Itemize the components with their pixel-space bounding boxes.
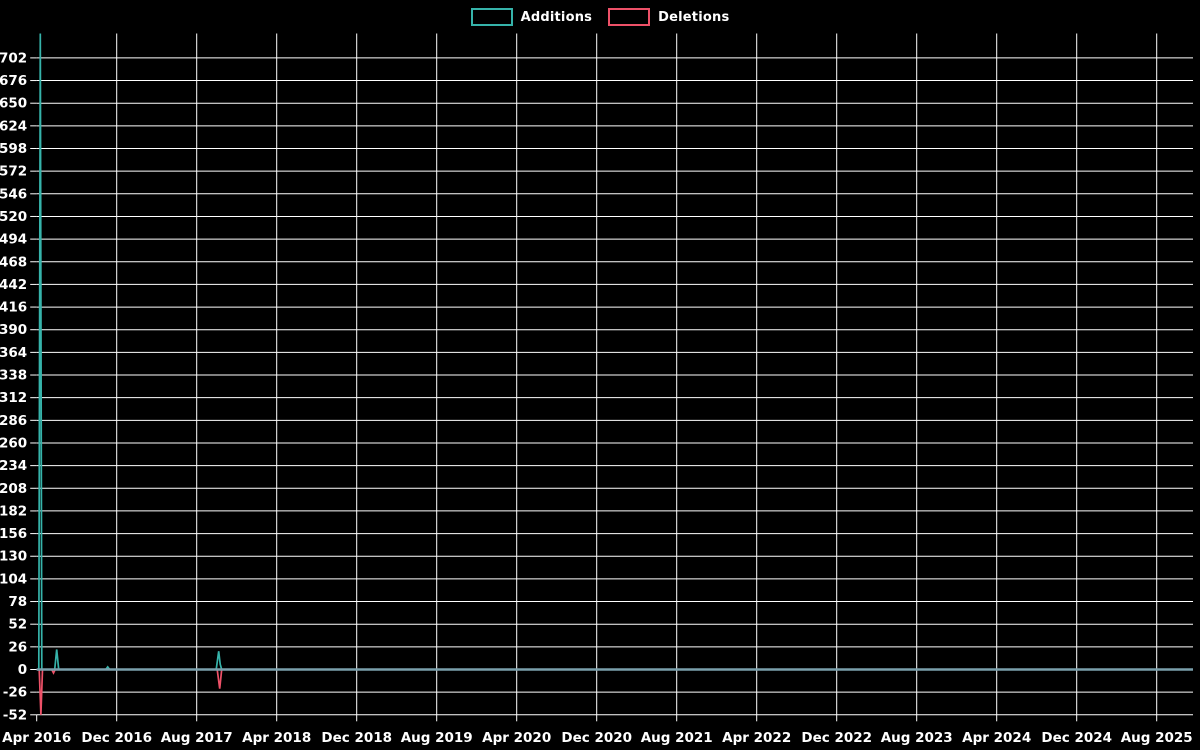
x-tick-label: Dec 2020 — [561, 730, 632, 746]
y-tick-label: 338 — [0, 368, 27, 384]
gridlines — [36, 33, 1193, 716]
x-tick-label: Dec 2016 — [81, 730, 152, 746]
x-tick-label: Apr 2024 — [962, 730, 1031, 746]
y-tick-label: 78 — [8, 594, 27, 610]
x-tick-label: Dec 2018 — [321, 730, 392, 746]
y-tick-label: 624 — [0, 118, 27, 134]
y-tick-label: 364 — [0, 345, 27, 361]
x-tick-label: Apr 2020 — [482, 730, 551, 746]
y-tick-label: 702 — [0, 50, 27, 66]
y-tick-label: 260 — [0, 435, 27, 451]
y-tick-label: 104 — [0, 571, 27, 587]
legend-item-deletions[interactable]: Deletions — [608, 8, 729, 26]
series-line-deletions — [36, 668, 1193, 715]
x-tick-label: Apr 2018 — [242, 730, 311, 746]
y-tick-label: 494 — [0, 232, 27, 248]
y-tick-label: -52 — [3, 707, 27, 723]
series-line-additions — [36, 33, 1193, 671]
y-tick-label: 312 — [0, 390, 27, 406]
data-series — [36, 33, 1193, 715]
x-tick-label: Aug 2019 — [401, 730, 473, 746]
y-tick-label: 650 — [0, 96, 27, 112]
deletions-swatch-icon — [608, 8, 651, 26]
y-tick-label: 546 — [0, 186, 27, 202]
x-tick-label: Dec 2024 — [1041, 730, 1112, 746]
x-tick-label: Aug 2023 — [881, 730, 953, 746]
y-tick-label: -26 — [3, 685, 27, 701]
x-tick-label: Aug 2021 — [641, 730, 713, 746]
y-tick-label: 156 — [0, 526, 27, 542]
axis-labels: 7026766506245985725465204944684424163903… — [0, 50, 1193, 746]
y-tick-label: 468 — [0, 254, 27, 270]
y-tick-label: 26 — [8, 639, 27, 655]
y-tick-label: 234 — [0, 458, 27, 474]
x-tick-label: Aug 2025 — [1121, 730, 1193, 746]
y-tick-label: 208 — [0, 481, 27, 497]
legend-item-additions[interactable]: Additions — [470, 8, 593, 26]
y-tick-label: 598 — [0, 141, 27, 157]
chart-legend: Additions Deletions — [0, 8, 1200, 26]
x-tick-label: Dec 2022 — [801, 730, 872, 746]
y-tick-label: 416 — [0, 300, 27, 316]
y-tick-label: 52 — [8, 617, 27, 633]
y-tick-label: 286 — [0, 413, 27, 429]
x-tick-label: Apr 2022 — [722, 730, 791, 746]
y-tick-label: 520 — [0, 209, 27, 225]
y-tick-label: 182 — [0, 503, 27, 519]
axis-ticks — [30, 57, 1158, 722]
legend-label-additions: Additions — [520, 9, 593, 25]
y-tick-label: 442 — [0, 277, 27, 293]
y-tick-label: 0 — [18, 662, 27, 678]
y-tick-label: 676 — [0, 73, 27, 89]
legend-label-deletions: Deletions — [658, 9, 730, 25]
x-tick-label: Aug 2017 — [161, 730, 233, 746]
x-tick-label: Apr 2016 — [2, 730, 71, 746]
y-tick-label: 390 — [0, 322, 27, 338]
y-tick-label: 572 — [0, 164, 27, 180]
y-tick-label: 130 — [0, 549, 27, 565]
additions-swatch-icon — [470, 8, 513, 26]
